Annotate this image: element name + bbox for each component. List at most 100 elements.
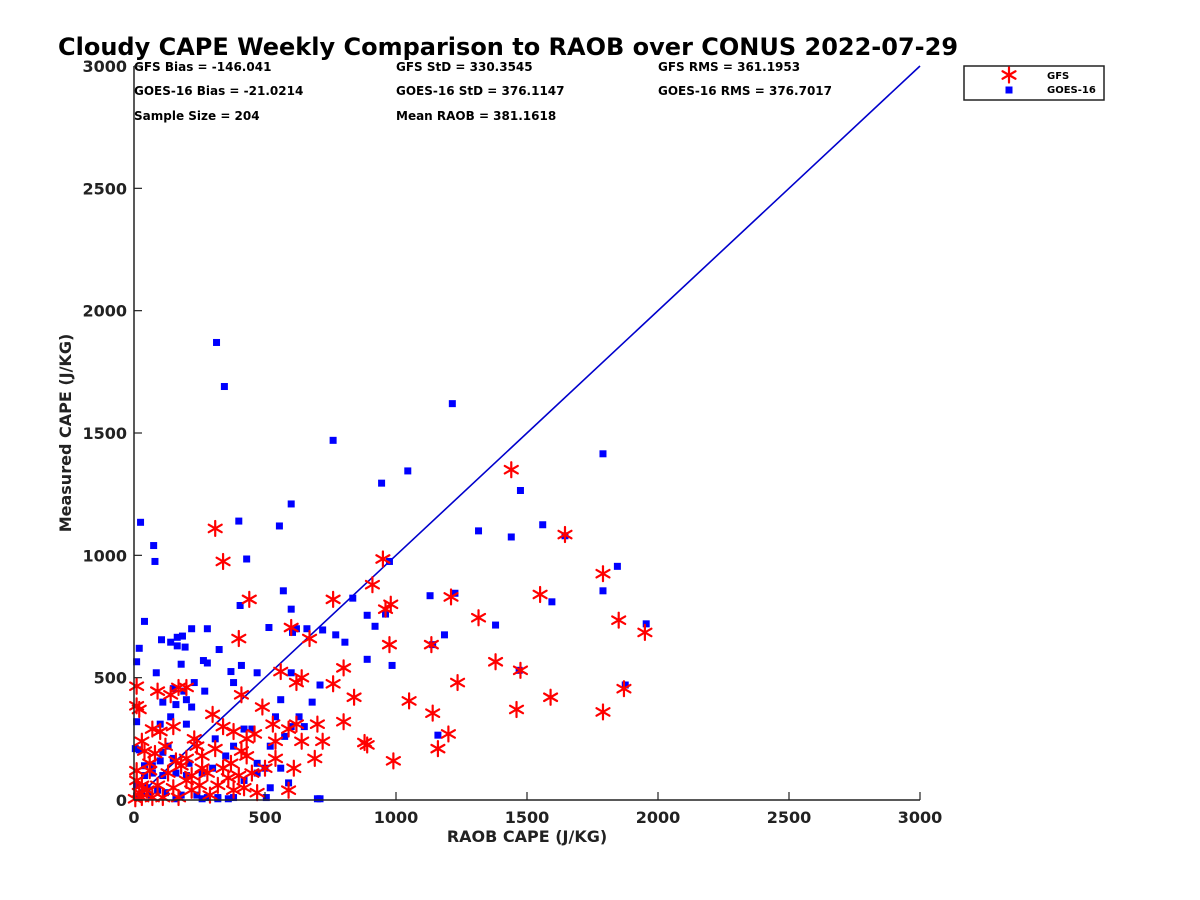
- gfs-point: [191, 776, 208, 794]
- goes16-point: [448, 400, 456, 408]
- goes16-point: [193, 791, 201, 799]
- goes16-point: [182, 720, 190, 728]
- goes16-point: [492, 621, 500, 629]
- goes16-point: [131, 745, 139, 753]
- goes16-point: [287, 669, 295, 677]
- goes16-point: [230, 742, 238, 750]
- y-axis-label: Measured CAPE (J/KG): [56, 334, 75, 533]
- goes16-point: [172, 769, 180, 777]
- gfs-point: [265, 715, 281, 733]
- gfs-point: [267, 749, 284, 768]
- goes16-point: [220, 383, 228, 391]
- gfs-point: [542, 688, 559, 706]
- goes16-point: [475, 527, 483, 535]
- gfs-point: [239, 730, 255, 748]
- gfs-point: [512, 661, 529, 679]
- goes16-point: [548, 598, 556, 606]
- gfs-point: [470, 609, 487, 627]
- gfs-point: [487, 653, 504, 671]
- gfs-point: [273, 662, 289, 681]
- gfs-point: [178, 678, 194, 697]
- goes16-point: [173, 642, 181, 650]
- goes16-point: [332, 631, 340, 639]
- goes16-point: [203, 625, 211, 633]
- goes16-point: [271, 713, 279, 721]
- goes16-point: [181, 643, 189, 651]
- gfs-point: [173, 757, 189, 775]
- goes16-point: [599, 587, 607, 595]
- gfs-point: [144, 720, 160, 738]
- gfs-point: [425, 704, 441, 722]
- gfs-point: [231, 629, 247, 648]
- gfs-point: [315, 732, 331, 750]
- gfs-point: [194, 759, 210, 777]
- gfs-point: [288, 673, 305, 692]
- stat-text: GFS Bias = -146.041: [134, 60, 271, 74]
- goes16-point: [434, 731, 442, 739]
- gfs-point: [595, 703, 611, 721]
- gfs-point: [257, 759, 273, 777]
- gfs-point: [325, 675, 341, 693]
- x-tick-label: 0: [128, 808, 139, 827]
- gfs-point: [205, 705, 221, 723]
- gfs-point: [129, 677, 145, 695]
- gfs-point: [383, 595, 399, 613]
- goes16-point: [164, 742, 172, 750]
- gfs-point: [134, 732, 150, 750]
- x-ticks: 0 500 1000 1500 2000 2500 3000: [128, 792, 942, 827]
- gfs-point: [309, 715, 325, 733]
- gfs-point: [254, 698, 270, 716]
- goes16-point: [385, 557, 393, 565]
- gfs-point: [127, 790, 143, 808]
- goes16-point: [230, 679, 238, 687]
- goes16-point: [363, 655, 371, 663]
- goes16-point: [227, 668, 235, 676]
- x-tick-label: 1500: [505, 808, 550, 827]
- goes16-point: [198, 795, 206, 803]
- goes16-point: [177, 660, 185, 668]
- goes16-point: [178, 632, 186, 640]
- gfs-point: [231, 766, 247, 785]
- y-tick-label: 0: [116, 791, 127, 810]
- goes16-point: [203, 659, 211, 667]
- gfs-point: [136, 742, 153, 760]
- legend-goes16-label: GOES-16: [1047, 85, 1096, 96]
- gfs-point: [440, 725, 456, 743]
- y-ticks: 0 500 1000 1500 2000 2500 3000: [82, 57, 142, 810]
- goes16-point: [182, 696, 190, 704]
- goes16-point: [133, 792, 141, 800]
- goes16-point: [277, 696, 285, 704]
- goes16-point: [235, 517, 243, 525]
- x-axis-label: RAOB CAPE (J/KG): [447, 827, 607, 846]
- goes16-point: [173, 633, 181, 641]
- y-tick-label: 1500: [82, 424, 127, 443]
- goes16-point: [190, 679, 198, 687]
- legend-gfs-marker: [1001, 66, 1017, 84]
- goes16-point: [167, 638, 175, 646]
- gfs-point: [286, 759, 302, 777]
- gfs-point: [381, 636, 398, 654]
- x-tick-label: 2000: [636, 808, 681, 827]
- goes16-point: [161, 789, 169, 797]
- gfs-point: [532, 585, 548, 604]
- gfs-point: [236, 779, 252, 797]
- gfs-point: [184, 766, 200, 785]
- goes16-point: [253, 669, 261, 677]
- reference-line-group: [133, 65, 921, 801]
- goes16-point: [169, 685, 177, 693]
- x-tick-label: 2500: [767, 808, 812, 827]
- y-tick-label: 2500: [82, 179, 127, 198]
- goes16-point: [341, 638, 349, 646]
- goes16-point: [135, 746, 143, 754]
- gfs-point: [241, 590, 257, 608]
- goes16-point: [281, 732, 289, 740]
- goes16-point: [159, 748, 167, 756]
- goes16-point: [308, 698, 316, 706]
- gfs-point: [375, 550, 391, 568]
- goes16-point: [199, 657, 207, 665]
- one-to-one-line: [133, 65, 921, 801]
- goes16-point: [300, 723, 308, 731]
- goes16-point: [156, 757, 164, 765]
- goes16-point: [135, 644, 143, 652]
